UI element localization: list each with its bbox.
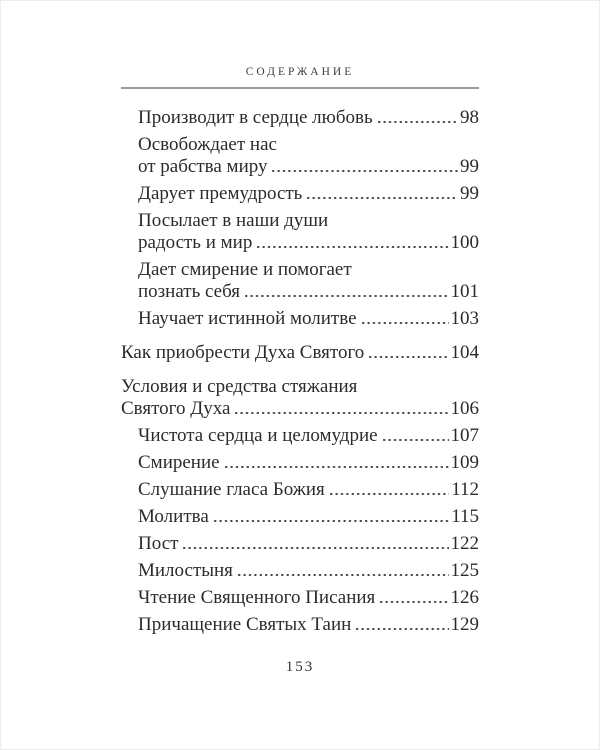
- toc-line: Как приобрести Духа Святого 104: [121, 342, 479, 364]
- toc-entry: Научает истинной молитве 103: [121, 308, 479, 330]
- dot-leader: [183, 546, 449, 549]
- entry-title: Производит в сердце любовь: [138, 107, 373, 128]
- toc-line: Чистота сердца и целомудрие 107: [138, 425, 479, 447]
- entry-title: Смирение: [138, 452, 220, 473]
- toc-entry: Причащение Святых Таин 129: [121, 614, 479, 636]
- toc-line: радость и мир 100: [138, 232, 479, 254]
- entry-page-number: 112: [451, 479, 479, 500]
- dot-leader: [257, 245, 449, 248]
- dot-leader: [224, 465, 449, 468]
- toc-line: Причащение Святых Таин 129: [138, 614, 479, 636]
- dot-leader: [369, 355, 449, 358]
- toc-entry: Смирение 109: [121, 452, 479, 474]
- entry-page-number: 100: [450, 232, 480, 253]
- entry-page-number: 99: [460, 156, 479, 177]
- toc-entry: Слушание гласа Божия 112: [121, 479, 479, 501]
- entry-title: Слушание гласа Божия: [138, 479, 325, 500]
- entry-title: Чистота сердца и целомудрие: [138, 425, 378, 446]
- entry-title: Как приобрести Духа Святого: [121, 342, 365, 363]
- entry-title: Дает смирение и помогает: [138, 259, 352, 280]
- entry-title: Дарует премудрость: [138, 183, 303, 204]
- entry-title: Освобождает нас: [138, 134, 277, 155]
- entry-title: Чтение Священного Писания: [138, 587, 376, 608]
- dot-leader: [237, 573, 449, 576]
- entry-title: Научает истинной молитве: [138, 308, 357, 329]
- entry-page-number: 101: [450, 281, 480, 302]
- entry-page-number: 107: [450, 425, 480, 446]
- entry-page-number: 122: [450, 533, 480, 554]
- toc-entry: Дарует премудрость 99: [121, 183, 479, 205]
- dot-leader: [380, 600, 449, 603]
- toc-entry: Чистота сердца и целомудрие 107: [121, 425, 479, 447]
- entry-title: от рабства миру: [138, 156, 268, 177]
- toc-entry: Освобождает нас от рабства миру 99: [121, 134, 479, 178]
- entry-title: познать себя: [138, 281, 241, 302]
- entry-page-number: 106: [450, 398, 480, 419]
- toc-entry: Посылает в наши души радость и мир 100: [121, 210, 479, 254]
- toc-entry: Дает смирение и помогает познать себя 101: [121, 259, 479, 303]
- dot-leader: [245, 294, 449, 297]
- entry-title: Посылает в наши души: [138, 210, 329, 231]
- entry-title: Молитва: [138, 506, 209, 527]
- toc-entry: Молитва 115: [121, 506, 479, 528]
- toc-line: Молитва 115: [138, 506, 479, 528]
- entry-page-number: 126: [450, 587, 480, 608]
- toc-line: Чтение Священного Писания 126: [138, 587, 479, 609]
- entry-page-number: 103: [450, 308, 480, 329]
- toc-line: Пост 122: [138, 533, 479, 555]
- toc-entry: Условия и средства стяжания Святого Духа 1…: [121, 376, 479, 420]
- toc-line: Дает смирение и помогает: [138, 259, 479, 281]
- dot-leader: [361, 321, 449, 324]
- toc-line: Дарует премудрость 99: [138, 183, 479, 205]
- toc-line: от рабства миру 99: [138, 156, 479, 178]
- toc-line: Святого Духа 106: [121, 398, 479, 420]
- entry-page-number: 98: [460, 107, 479, 128]
- page-number: 153: [285, 659, 315, 675]
- entry-title: Святого Духа: [121, 398, 231, 419]
- entry-page-number: 129: [450, 614, 480, 635]
- entry-title: Причащение Святых Таин: [138, 614, 352, 635]
- dot-leader: [213, 519, 450, 522]
- toc-line: познать себя 101: [138, 281, 479, 303]
- entry-title: Пост: [138, 533, 179, 554]
- toc-line: Условия и средства стяжания: [121, 376, 479, 398]
- entry-page-number: 99: [460, 183, 479, 204]
- toc-entry: Производит в сердце любовь 98: [121, 107, 479, 129]
- toc-line: Милостыня 125: [138, 560, 479, 582]
- entry-title: Милостыня: [138, 560, 233, 581]
- entry-page-number: 125: [450, 560, 480, 581]
- toc-entry: Милостыня 125: [121, 560, 479, 582]
- toc-line: Слушание гласа Божия 112: [138, 479, 479, 501]
- toc-entry: Как приобрести Духа Святого 104: [121, 342, 479, 364]
- toc-entry: Пост 122: [121, 533, 479, 555]
- toc-entry: Чтение Священного Писания 126: [121, 587, 479, 609]
- dot-leader: [307, 196, 458, 199]
- dot-leader: [356, 627, 449, 630]
- toc-line: Смирение 109: [138, 452, 479, 474]
- dot-leader: [329, 492, 450, 495]
- entry-page-number: 104: [450, 342, 480, 363]
- dot-leader: [272, 169, 458, 172]
- toc-line: Посылает в наши души: [138, 210, 479, 232]
- dot-leader: [382, 438, 449, 441]
- header-rule: [121, 87, 479, 89]
- entry-title: Условия и средства стяжания: [121, 376, 358, 397]
- entry-page-number: 115: [451, 506, 479, 527]
- entry-title: радость и мир: [138, 232, 253, 253]
- dot-leader: [235, 411, 449, 414]
- toc-list: Производит в сердце любовь 98 Освобождает …: [121, 107, 479, 641]
- toc-line: Освобождает нас: [138, 134, 479, 156]
- toc-line: Научает истинной молитве 103: [138, 308, 479, 330]
- entry-page-number: 109: [450, 452, 480, 473]
- toc-line: Производит в сердце любовь 98: [138, 107, 479, 129]
- dot-leader: [377, 120, 458, 123]
- page-title: СОДЕРЖАНИЕ: [245, 66, 355, 78]
